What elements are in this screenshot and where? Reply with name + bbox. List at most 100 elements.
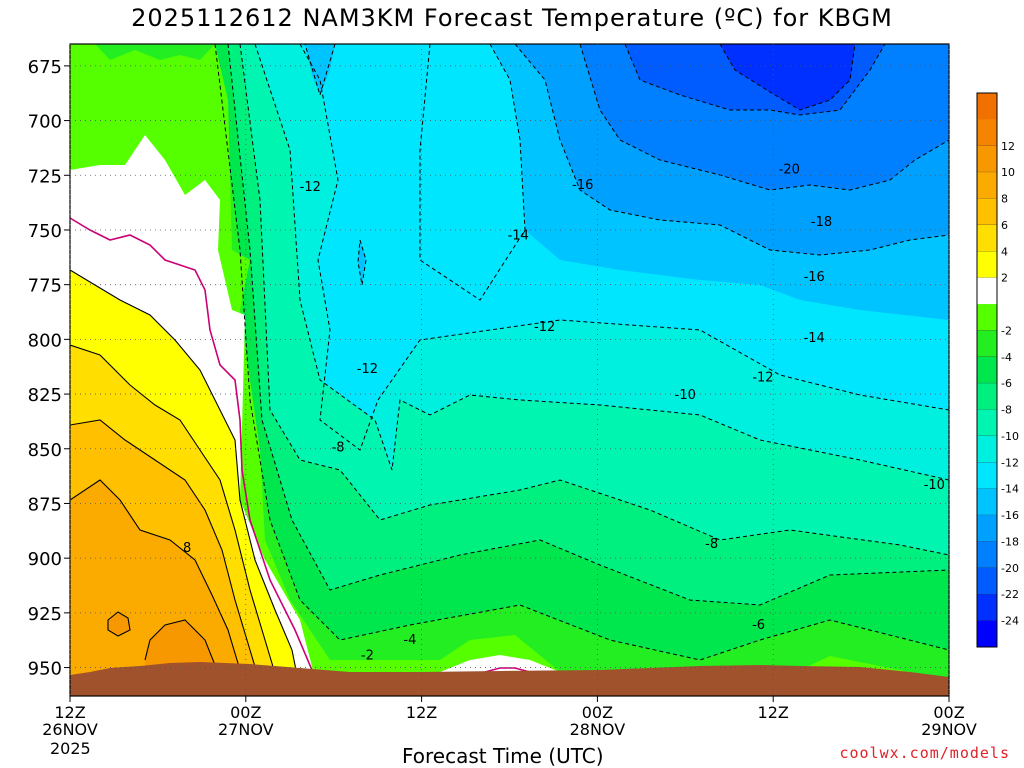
x-tick-label-time: 00Z (230, 703, 261, 722)
contour-label: -8 (705, 537, 718, 552)
x-tick-label-time: 00Z (582, 703, 613, 722)
y-tick-label: 725 (28, 166, 62, 187)
x-tick-label-date: 26NOV (42, 720, 98, 739)
x-axis-label: Forecast Time (UTC) (402, 744, 604, 768)
contour-minus-16 (579, 44, 949, 191)
y-tick-label: 775 (28, 276, 62, 297)
contour-2 (70, 269, 301, 691)
colorbar-swatch (977, 198, 997, 226)
colorbar-label: 8 (1001, 193, 1008, 206)
y-tick-label: 900 (28, 549, 62, 570)
y-tick-label: 700 (28, 112, 62, 133)
contour-label: -14 (508, 228, 529, 243)
contour-label: -12 (752, 371, 773, 386)
contour-minus-8 (254, 44, 949, 481)
contour-label: -16 (804, 270, 825, 285)
colorbar-label: -18 (1001, 535, 1019, 548)
freezing-line-lower (484, 667, 531, 673)
colorbar-label: -14 (1001, 483, 1019, 496)
contour-label: 8 (183, 541, 191, 556)
colorbar-swatch (977, 435, 997, 463)
contour-minus-14 (514, 44, 949, 256)
contour-label: -10 (924, 478, 945, 493)
y-tick-label: 925 (28, 604, 62, 625)
credit-link[interactable]: coolwx.com/models (839, 744, 1010, 762)
colorbar-swatch (977, 251, 997, 278)
colorbar-label: -24 (1001, 615, 1019, 628)
colorbar-label: -8 (1001, 404, 1012, 417)
contour-4 (70, 344, 281, 691)
colorbar-swatch (977, 145, 997, 173)
y-tick-label: 950 (28, 659, 62, 680)
contour-10-blob (107, 611, 131, 637)
colorbar-swatch (977, 515, 997, 542)
band-minus-13-streak (358, 240, 366, 285)
x-tick-label-date: 28NOV (570, 720, 626, 739)
contour-label: -12 (300, 180, 321, 195)
colorbar-swatch (977, 383, 997, 410)
contour-minus-2 (214, 44, 949, 661)
contour-minus-12 (419, 44, 526, 301)
contour-label: -10 (675, 388, 696, 403)
colorbar-swatch (977, 277, 997, 305)
band-minus-13-pocket (305, 44, 335, 95)
colorbar-swatch (977, 119, 997, 147)
contour-label: -12 (357, 362, 378, 377)
colorbar-label: -10 (1001, 430, 1019, 443)
colorbar-swatch (977, 620, 997, 648)
colorbar-label: -2 (1001, 324, 1012, 337)
x-tick-label-time: 12Z (406, 703, 437, 722)
colorbar-swatch (977, 488, 997, 516)
contour-label: -12 (534, 320, 555, 335)
contour-6 (70, 419, 263, 691)
y-tick-label: 675 (28, 57, 62, 78)
contour-label: -16 (572, 178, 593, 193)
x-tick-year: 2025 (50, 739, 91, 758)
contour-label: -6 (752, 618, 765, 633)
colorbar-swatch (977, 462, 997, 490)
chart-title: 2025112612 NAM3KM Forecast Temperature (… (131, 4, 893, 32)
band-10-blob (108, 612, 130, 636)
contour-label: -14 (804, 331, 825, 346)
x-tick-label-time: 12Z (54, 703, 85, 722)
colorbar-swatch (977, 356, 997, 384)
colorbar-swatch (977, 541, 997, 569)
x-tick-label-time: 00Z (933, 703, 964, 722)
freezing-line-upper (70, 217, 319, 691)
x-tick-label-date: 27NOV (218, 720, 274, 739)
contour-minus-6 (239, 44, 949, 556)
colorbar-label: -12 (1001, 456, 1019, 469)
contour-label: -18 (811, 215, 832, 230)
x-tick-label-time: 12Z (758, 703, 789, 722)
y-tick-label: 750 (28, 221, 62, 242)
colorbar-label: 4 (1001, 245, 1008, 258)
band-minus-22 (720, 44, 855, 110)
colorbar-label: 6 (1001, 219, 1008, 232)
x-tick-label-date: 29NOV (921, 720, 977, 739)
colorbar-swatch (977, 93, 997, 120)
contour-minus-20 (719, 44, 856, 111)
colorbar-swatch (977, 567, 997, 595)
contour-minus-4 (227, 44, 949, 606)
colorbar-label: -6 (1001, 377, 1012, 390)
colorbar-frame (976, 92, 998, 648)
ground-terrain (70, 662, 949, 696)
contour-8 (70, 479, 246, 691)
colorbar-swatch (977, 330, 997, 358)
colorbar-swatch (977, 172, 997, 199)
colorbar-label: 10 (1001, 166, 1015, 179)
contour-minus-10 (299, 44, 949, 451)
y-tick-label: 825 (28, 385, 62, 406)
colorbar-label: -20 (1001, 562, 1019, 575)
contour-label: -2 (361, 648, 374, 663)
contour-label: -8 (332, 441, 345, 456)
colorbar-label: -22 (1001, 588, 1019, 601)
colorbar-label: -16 (1001, 509, 1019, 522)
colorbar-swatch (977, 224, 997, 252)
colorbar-label: -4 (1001, 351, 1012, 364)
contour-label: -4 (403, 633, 416, 648)
colorbar-swatch (977, 409, 997, 437)
y-tick-label: 875 (28, 494, 62, 515)
